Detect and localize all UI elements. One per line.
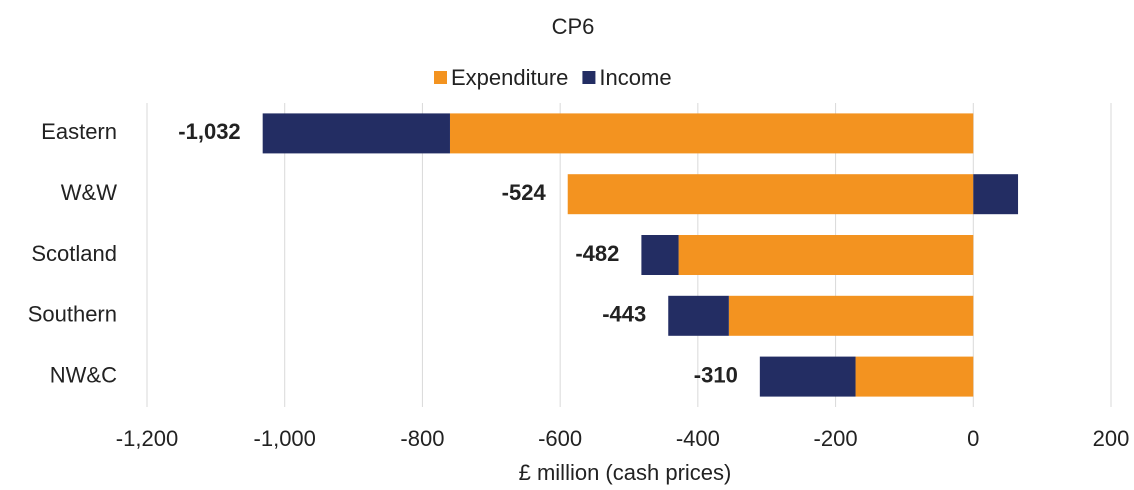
y-tick-label: W&W: [61, 180, 117, 205]
bar-segment: [641, 235, 679, 275]
x-tick-label: -400: [676, 426, 720, 451]
legend-label: Income: [599, 65, 671, 90]
bar-segment: [668, 295, 729, 336]
data-label: -482: [575, 241, 619, 266]
x-tick-label: 0: [967, 426, 979, 451]
data-label: -443: [602, 302, 646, 327]
x-tick-label: -200: [814, 426, 858, 451]
bar-segment: [449, 113, 974, 154]
y-tick-label: Southern: [28, 302, 117, 327]
data-label: -310: [694, 362, 738, 387]
bar-segment: [759, 356, 856, 397]
bar-segment: [973, 174, 1019, 215]
x-tick-label: 200: [1093, 426, 1130, 451]
bar-segment: [567, 174, 974, 215]
legend-label: Expenditure: [451, 65, 568, 90]
y-tick-label: Scotland: [31, 241, 117, 266]
legend-swatch: [434, 71, 447, 84]
data-label: -1,032: [178, 119, 240, 144]
data-label: -524: [502, 180, 547, 205]
x-tick-label: -1,200: [116, 426, 178, 451]
x-tick-label: -600: [538, 426, 582, 451]
bar-segment: [728, 295, 974, 336]
y-tick-label: Eastern: [41, 119, 117, 144]
x-tick-label: -800: [400, 426, 444, 451]
x-tick-label: -1,000: [254, 426, 316, 451]
legend-swatch: [582, 71, 596, 84]
y-tick-label: NW&C: [50, 362, 117, 387]
bar-segment: [678, 235, 974, 275]
chart-title: CP6: [552, 14, 595, 39]
bar-segment: [855, 356, 974, 397]
x-axis-title: £ million (cash prices): [519, 460, 732, 485]
bar-segment: [262, 113, 450, 154]
